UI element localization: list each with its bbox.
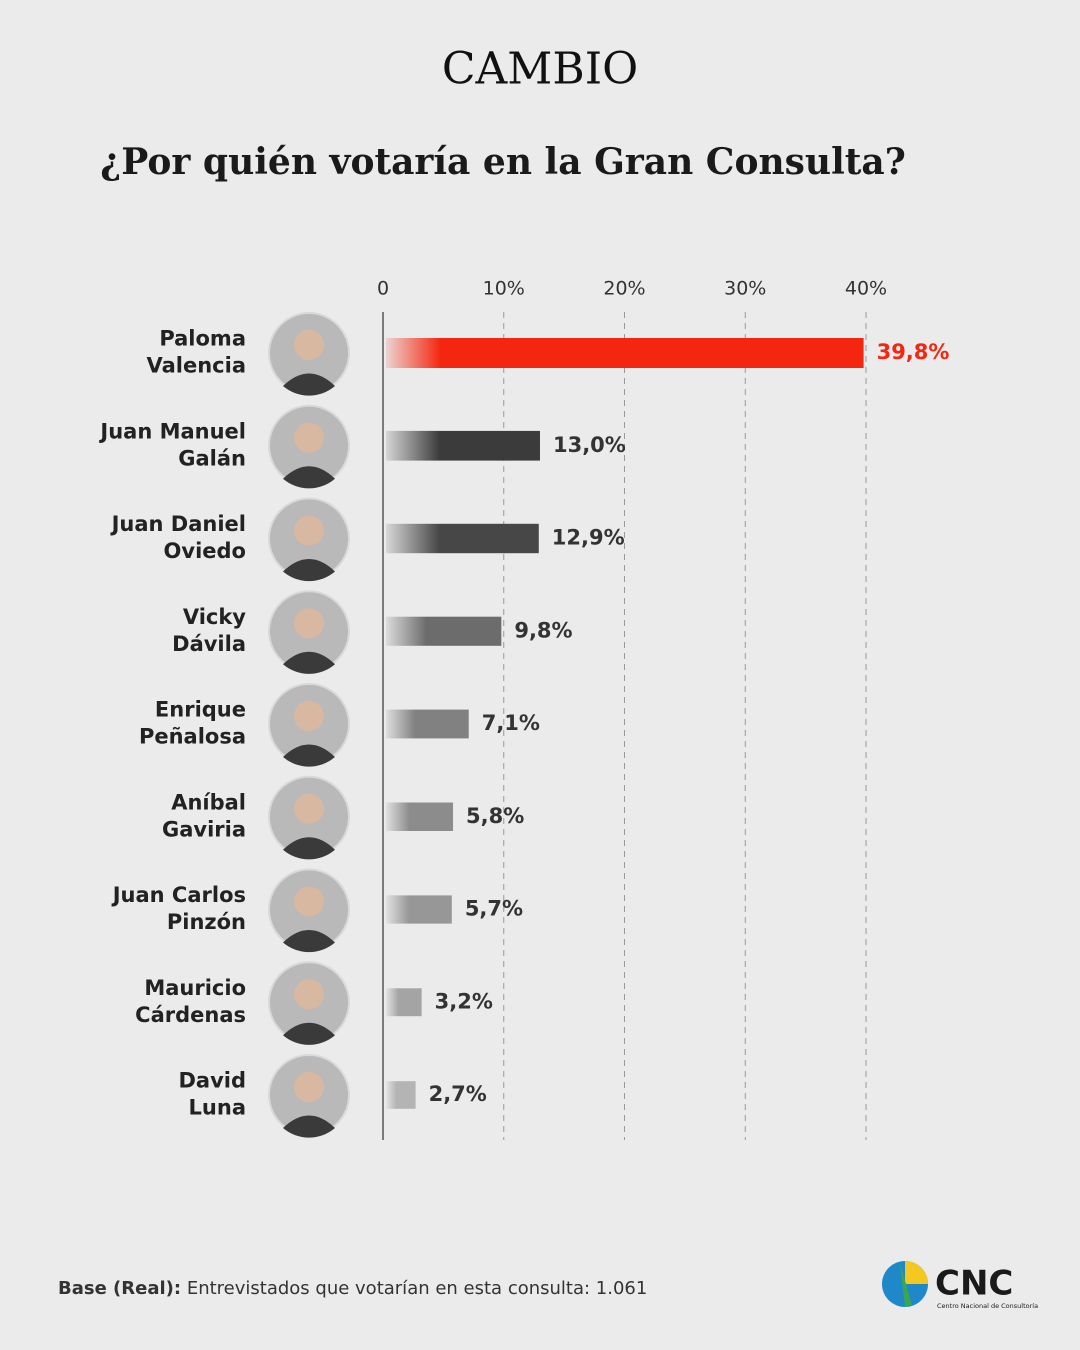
logo-text: CNC (935, 1264, 1013, 1304)
y-tick-label: Enrique Peñalosa (139, 698, 246, 749)
photo-body (283, 466, 335, 489)
candidate-photo (268, 775, 350, 860)
value-label: 3,2% (435, 989, 493, 1013)
value-label: 12,9% (552, 526, 625, 550)
brand: CAMBIO (442, 44, 638, 95)
bar (386, 709, 469, 739)
value-label: 39,8% (877, 340, 950, 364)
footnote: Base (Real): Entrevistados que votarían … (58, 1278, 647, 1299)
label-line: Aníbal (171, 790, 246, 814)
value-label: 9,8% (514, 618, 572, 642)
photo-body (283, 1115, 335, 1138)
x-tick-label: 10% (483, 278, 525, 300)
candidate-photo (268, 312, 350, 396)
photo-body (283, 651, 335, 674)
candidate-photo (268, 683, 350, 767)
label-line: Valencia (147, 354, 246, 378)
label-line: Galán (178, 446, 246, 470)
photo-body (283, 744, 335, 767)
logo-segment (905, 1261, 928, 1284)
photo-head (294, 422, 324, 453)
bar (386, 1081, 416, 1109)
photo-head (294, 330, 324, 360)
label-line: Pinzón (167, 910, 246, 934)
footnote-text: Entrevistados que votarían en esta consu… (187, 1278, 648, 1299)
photo-body (283, 373, 335, 396)
logo-subtitle: Centro Nacional de Consultoría (937, 1302, 1038, 1310)
value-label: 5,7% (465, 897, 523, 921)
photo-body (283, 930, 335, 953)
photo-body (283, 837, 335, 860)
label-line: Juan Manuel (98, 419, 246, 443)
x-tick-label: 20% (603, 278, 645, 300)
label-line: Cárdenas (135, 1003, 246, 1027)
y-tick-label: Juan Carlos Pinzón (111, 883, 246, 934)
y-tick-label: Aníbal Gaviria (162, 790, 246, 841)
candidate-photo (268, 590, 350, 674)
photo-head (294, 701, 324, 731)
label-line: Gaviria (162, 817, 246, 841)
photo-body (283, 1022, 335, 1045)
label-line: Juan Daniel (110, 512, 246, 536)
photo-head (294, 793, 324, 824)
value-label: 5,8% (466, 804, 524, 828)
y-tick-label: Juan Manuel Galán (98, 419, 246, 470)
y-tick-label: Mauricio Cárdenas (135, 976, 246, 1027)
label-line: Peñalosa (139, 725, 246, 749)
bar (386, 988, 422, 1017)
value-label: 2,7% (429, 1082, 487, 1106)
x-tick-label: 30% (724, 278, 766, 300)
bar (386, 430, 540, 461)
chart-title: ¿Por quién votaría en la Gran Consulta? (100, 141, 906, 183)
bar (386, 895, 452, 924)
photo-body (283, 559, 335, 582)
bar (386, 802, 454, 831)
footnote-label: Base (Real): (58, 1278, 181, 1299)
photo-head (294, 608, 324, 639)
x-tick-label: 40% (845, 278, 887, 300)
value-label: 7,1% (482, 711, 540, 735)
label-line: Luna (189, 1096, 246, 1120)
candidate-photo (268, 497, 350, 582)
label-line: Vicky (183, 605, 246, 629)
bar (386, 338, 864, 368)
y-tick-label: Juan Daniel Oviedo (110, 512, 246, 563)
bar (386, 616, 502, 646)
value-label: 13,0% (553, 433, 626, 457)
label-line: Oviedo (164, 539, 246, 563)
photo-head (294, 515, 324, 546)
label-line: Paloma (159, 327, 246, 351)
label-line: David (178, 1069, 246, 1093)
logo-segment (900, 1263, 912, 1307)
label-line: Dávila (172, 632, 246, 656)
candidate-photo (268, 868, 350, 953)
label-line: Juan Carlos (111, 883, 246, 907)
logo: CNC Centro Nacional de Consultoría (882, 1261, 1038, 1310)
label-line: Enrique (155, 698, 246, 722)
candidate-photo (268, 961, 350, 1045)
candidate-photo (268, 404, 350, 489)
x-tick-label: 0 (377, 278, 389, 300)
y-tick-label: David Luna (178, 1069, 246, 1120)
bar (386, 523, 539, 554)
candidate-photo (268, 1054, 350, 1138)
photo-head (294, 886, 324, 917)
y-tick-label: Paloma Valencia (147, 327, 246, 378)
y-tick-label: Vicky Dávila (172, 605, 246, 656)
label-line: Mauricio (144, 976, 246, 1000)
photo-head (294, 979, 324, 1010)
photo-head (294, 1072, 324, 1102)
